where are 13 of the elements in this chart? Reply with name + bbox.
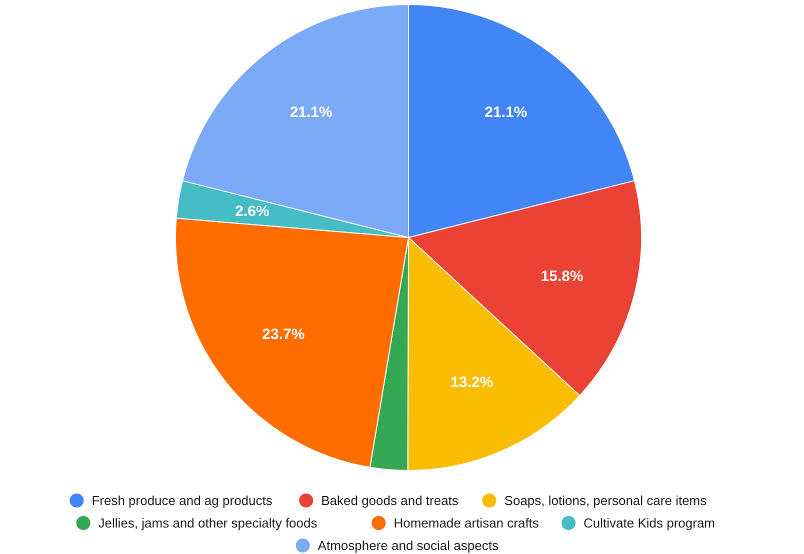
data-label: 21.1% (290, 104, 332, 122)
legend-label: Soaps, lotions, personal care items (504, 493, 708, 508)
data-label: 13.2% (450, 374, 494, 392)
legend-label: Homemade artisan crafts (394, 516, 540, 530)
data-label: 23.7% (262, 326, 305, 344)
data-label: 21.1% (484, 104, 528, 122)
legend-label: Baked goods and treats (321, 493, 459, 508)
legend-label: Cultivate Kids program (584, 516, 715, 530)
legend-label: Jellies, jams and other specialty foods (98, 516, 318, 530)
data-label: 2.6% (235, 203, 270, 220)
legend-label: Fresh produce and ag products (92, 493, 273, 508)
legend-label: Atmosphere and social aspects (318, 538, 499, 553)
data-label: 15.8% (540, 268, 584, 286)
